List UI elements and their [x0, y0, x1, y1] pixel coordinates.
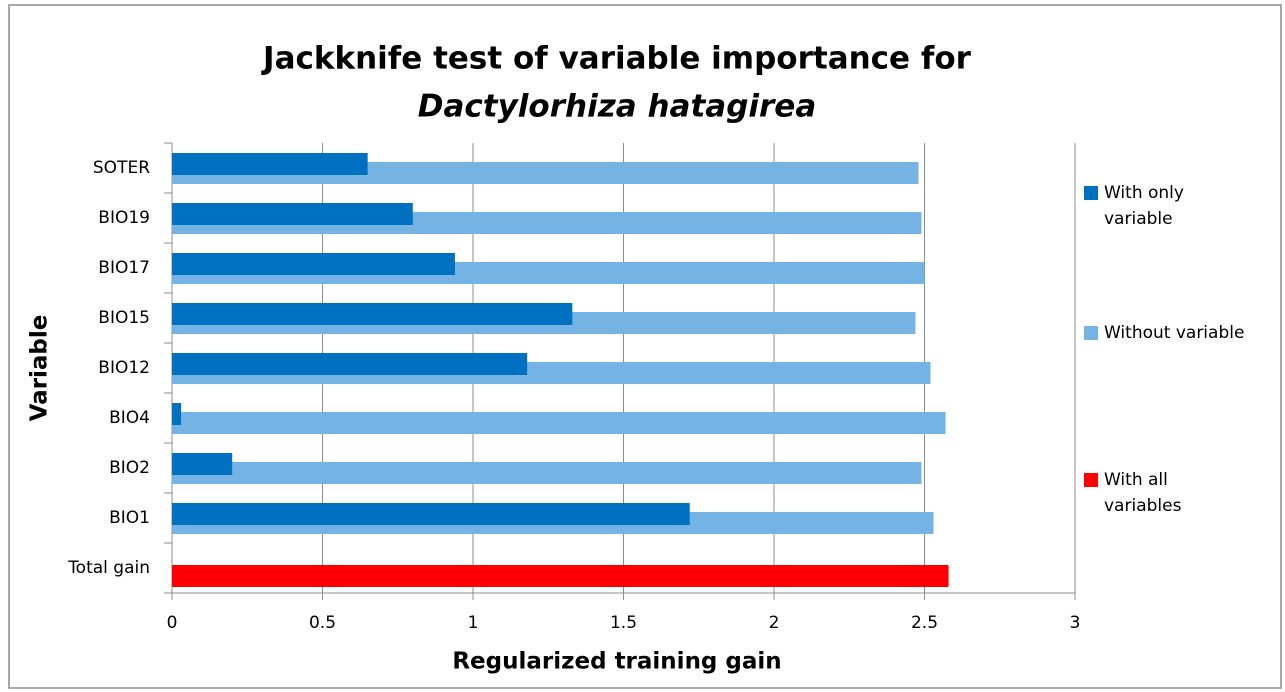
bar	[172, 453, 233, 475]
y-tick-label: BIO15	[98, 308, 150, 328]
bar	[172, 353, 528, 375]
y-tick-label: SOTER	[93, 158, 150, 178]
y-tick-label: BIO19	[98, 208, 150, 228]
bar	[172, 203, 413, 225]
x-tick-label: 0	[167, 613, 178, 633]
legend-swatch	[1084, 326, 1098, 340]
x-axis-label: Regularized training gain	[452, 649, 781, 675]
legend-item: Without variable	[1084, 320, 1279, 346]
legend-label: Without variable	[1104, 323, 1245, 343]
x-tick-label: 1	[468, 613, 479, 633]
y-tick-label: BIO17	[98, 258, 150, 278]
legend-item: With only variable	[1084, 180, 1279, 232]
legend-label: With all variables	[1104, 470, 1182, 516]
bar	[172, 565, 949, 587]
x-tick-label: 3	[1070, 613, 1081, 633]
y-axis-label: Variable	[27, 315, 53, 422]
bar	[172, 503, 690, 525]
y-tick-label: BIO1	[109, 508, 150, 528]
x-tick-label: 1.5	[610, 613, 637, 633]
x-tick-label: 0.5	[309, 613, 336, 633]
legend-swatch	[1084, 473, 1098, 487]
chart-subtitle: Dactylorhiza hatagirea	[418, 89, 817, 125]
legend-swatch	[1084, 186, 1098, 200]
y-tick-label: BIO12	[98, 358, 150, 378]
x-tick-label: 2.5	[911, 613, 938, 633]
y-tick-label: BIO4	[109, 408, 150, 428]
y-tick-label: BIO2	[109, 458, 150, 478]
bar	[172, 403, 182, 425]
bar	[172, 412, 946, 434]
chart-title: Jackknife test of variable importance fo…	[261, 41, 972, 77]
bar	[172, 253, 455, 275]
legend-label: With only variable	[1104, 183, 1184, 229]
x-tick-label: 2	[769, 613, 780, 633]
y-tick-label: Total gain	[67, 558, 150, 578]
legend-item: With all variables	[1084, 467, 1279, 519]
bar	[172, 462, 922, 484]
bar	[172, 303, 573, 325]
bar	[172, 153, 368, 175]
